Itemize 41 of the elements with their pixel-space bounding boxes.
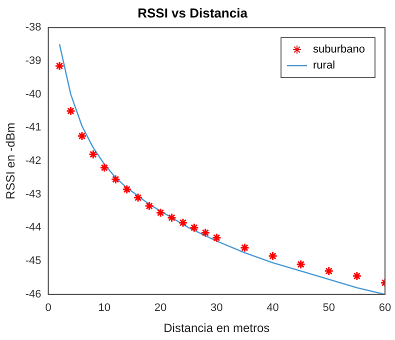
x-tick-label: 50 [322, 302, 336, 314]
point [200, 228, 210, 238]
legend-label: suburbano [313, 44, 366, 56]
x-tick-label: 40 [266, 302, 279, 314]
point [268, 251, 278, 261]
point [54, 61, 64, 71]
point [156, 208, 166, 218]
point [212, 232, 222, 242]
y-tick-label: -43 [25, 188, 42, 200]
y-tick-label: -41 [25, 122, 42, 134]
x-tick-label: 0 [45, 302, 52, 314]
y-tick-label: -44 [25, 222, 42, 234]
x-tick-label: 60 [378, 302, 392, 314]
x-axis-title: Distancia en metros [164, 321, 270, 336]
point [324, 266, 334, 276]
y-tick-label: -45 [25, 255, 42, 268]
point [77, 131, 87, 141]
point [189, 222, 199, 232]
point [144, 201, 154, 211]
legend-label: rural [313, 60, 336, 72]
point [133, 192, 143, 202]
point [167, 212, 177, 222]
point [122, 184, 132, 194]
chart-title: RSSI vs Distancia [138, 5, 248, 20]
y-tick-label: -42 [25, 155, 42, 168]
x-tick-label: 20 [154, 302, 167, 314]
point [240, 242, 250, 252]
y-tick-label: -40 [25, 88, 42, 100]
x-tick-label: 30 [210, 302, 223, 314]
y-tick-label: -38 [25, 22, 42, 34]
point [110, 174, 120, 184]
y-tick-label: -46 [25, 288, 42, 300]
y-axis-title: RSSI en -dBm [4, 122, 18, 200]
point [100, 162, 110, 172]
point [88, 150, 98, 160]
x-tick-label: 10 [98, 302, 111, 314]
y-tick-label: -39 [25, 54, 42, 67]
point [296, 260, 306, 270]
point [178, 218, 188, 228]
point [66, 106, 76, 116]
point [352, 271, 362, 281]
